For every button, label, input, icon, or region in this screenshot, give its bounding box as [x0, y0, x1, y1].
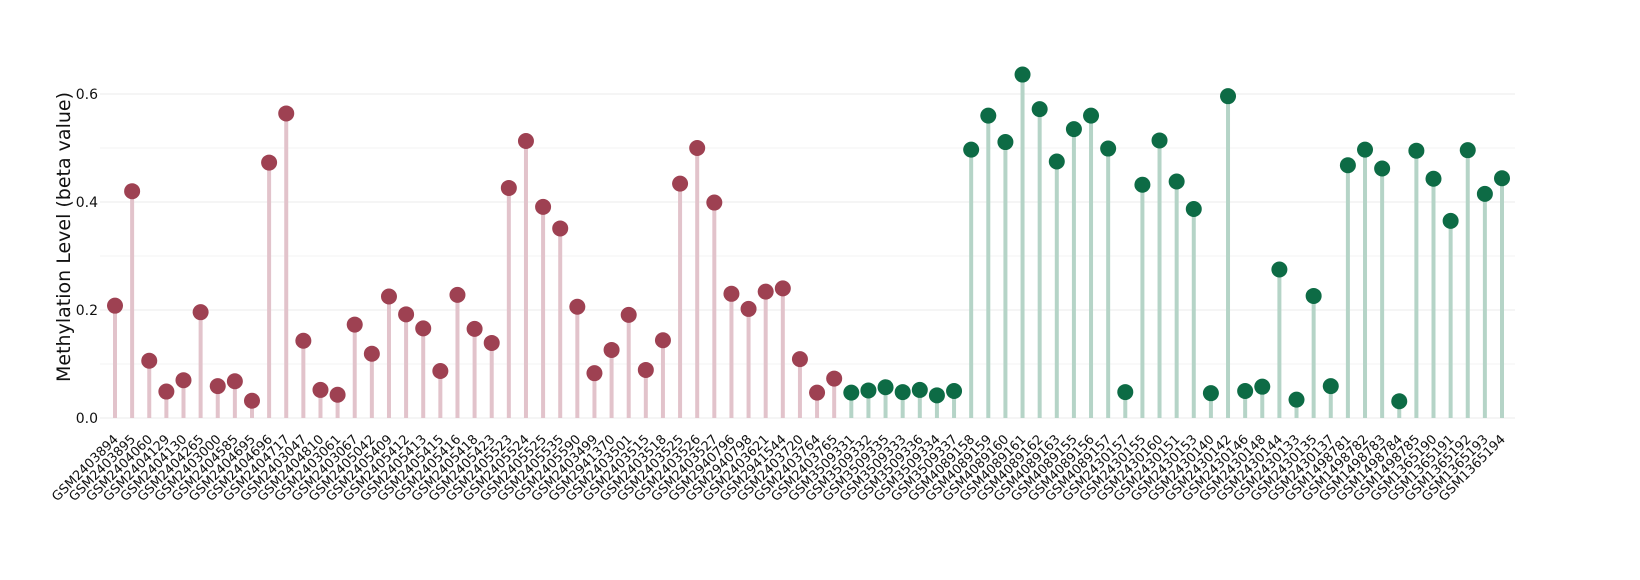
data-point: [1065, 121, 1082, 138]
data-point: [1357, 141, 1374, 158]
data-point: [1237, 383, 1254, 399]
data-point: [1168, 173, 1185, 190]
data-point: [1288, 391, 1305, 408]
data-point: [415, 320, 432, 337]
data-point: [1459, 142, 1476, 159]
data-point: [432, 363, 449, 380]
data-point: [329, 386, 346, 403]
data-point: [552, 220, 569, 237]
data-point: [1305, 287, 1322, 304]
data-point: [1442, 212, 1459, 229]
data-point: [278, 105, 295, 122]
data-point: [398, 306, 415, 323]
data-point: [1202, 385, 1219, 402]
data-point: [517, 132, 534, 149]
data-point: [911, 381, 928, 398]
data-point: [363, 345, 380, 362]
y-tick-label: 0.0: [76, 411, 98, 427]
data-point: [620, 306, 637, 323]
y-tick-label: 0.2: [76, 303, 98, 319]
data-point: [757, 283, 774, 300]
data-point: [774, 280, 791, 297]
data-point: [1339, 157, 1356, 174]
data-point: [312, 381, 329, 398]
data-point: [1476, 185, 1493, 202]
data-point: [226, 373, 243, 390]
data-point: [928, 387, 945, 404]
data-point: [175, 372, 192, 389]
data-point: [1494, 170, 1510, 187]
data-point: [740, 300, 757, 317]
data-point: [809, 384, 826, 401]
data-point: [672, 175, 689, 192]
data-point: [997, 134, 1014, 151]
grid-lines: [100, 93, 1515, 419]
data-point: [261, 154, 278, 171]
data-point: [980, 107, 997, 124]
stems-layer: [113, 74, 1504, 418]
data-point: [843, 384, 860, 401]
data-point: [637, 361, 654, 378]
data-point: [124, 183, 141, 200]
x-axis-ticks: GSM2403894GSM2403895GSM2404060GSM2404129…: [49, 432, 1508, 504]
data-point: [466, 320, 483, 337]
y-tick-label: 0.6: [76, 87, 98, 103]
dots-layer: [107, 66, 1510, 410]
data-point: [826, 370, 843, 387]
data-point: [535, 198, 552, 215]
data-point: [689, 140, 706, 156]
data-point: [500, 179, 517, 196]
data-point: [586, 365, 603, 382]
data-point: [791, 351, 808, 368]
data-point: [209, 378, 226, 395]
data-point: [706, 194, 723, 211]
data-point: [243, 392, 260, 409]
data-point: [860, 382, 877, 399]
data-point: [483, 334, 500, 351]
data-point: [1048, 153, 1065, 170]
data-point: [295, 332, 312, 349]
data-point: [1134, 176, 1151, 193]
data-point: [603, 341, 620, 358]
data-point: [192, 304, 209, 321]
data-point: [346, 316, 363, 333]
data-point: [963, 141, 980, 158]
data-point: [1151, 132, 1168, 149]
data-point: [1220, 88, 1237, 105]
data-point: [894, 384, 911, 401]
data-point: [1031, 101, 1048, 118]
data-point: [1014, 66, 1031, 83]
data-point: [141, 352, 158, 369]
data-point: [1408, 142, 1425, 159]
data-point: [1391, 393, 1408, 410]
data-point: [1271, 261, 1288, 278]
data-point: [107, 297, 123, 314]
data-point: [1083, 107, 1100, 124]
data-point: [449, 286, 466, 303]
data-point: [1425, 170, 1442, 187]
data-point: [1117, 384, 1134, 401]
y-tick-label: 0.4: [76, 195, 98, 211]
data-point: [158, 383, 175, 400]
data-point: [569, 298, 586, 315]
data-point: [1374, 160, 1391, 177]
data-point: [877, 379, 894, 396]
data-point: [723, 285, 740, 302]
data-point: [1100, 140, 1117, 157]
data-point: [1322, 378, 1339, 395]
data-point: [654, 332, 671, 349]
data-point: [1254, 378, 1271, 395]
y-axis-ticks: 0.0 0.2 0.4 0.6: [76, 87, 98, 427]
data-point: [946, 383, 963, 399]
data-point: [380, 288, 397, 305]
data-point: [1185, 201, 1202, 218]
y-axis-label: Methylation Level (beta value): [53, 92, 75, 382]
